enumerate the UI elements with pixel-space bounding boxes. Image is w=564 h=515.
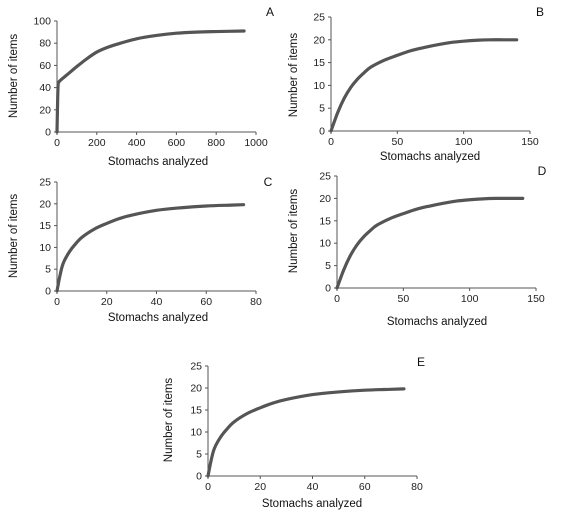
y-axis-title: Number of items <box>8 194 20 279</box>
x-tick-label: 0 <box>54 296 60 308</box>
x-tick-label: 20 <box>254 481 266 493</box>
panel-c: 0 5 10 15 20 25 0 20 40 60 80 Stomachs analyzed Numb… <box>8 175 273 324</box>
x-axis-title: Stomachs analyzed <box>108 156 208 168</box>
y-tick-label: 20 <box>39 104 51 116</box>
y-tick-label: 40 <box>39 82 51 94</box>
panel-b: 0 5 10 15 20 25 0 50 100 150 Stomachs analyzed Numb… <box>288 5 544 163</box>
panel-letter: A <box>266 5 274 19</box>
x-tick-label: 80 <box>411 481 423 493</box>
panel-letter: E <box>417 355 425 369</box>
accumulation-curve <box>335 196 525 290</box>
x-tick-label: 60 <box>359 481 371 493</box>
y-tick-label: 25 <box>319 171 331 183</box>
x-tick-label: 100 <box>461 293 479 305</box>
x-tick-label: 50 <box>397 293 409 305</box>
y-tick-label: 20 <box>313 34 325 46</box>
y-tick-label: 25 <box>39 177 51 189</box>
x-tick-label: 60 <box>200 296 212 308</box>
accumulation-curve <box>55 203 246 293</box>
x-tick-label: 40 <box>307 481 319 493</box>
y-tick-label: 15 <box>190 405 202 417</box>
y-tick-label: 15 <box>319 215 331 227</box>
y-tick-label: 10 <box>39 242 51 254</box>
y-tick-label: 5 <box>325 260 331 272</box>
y-tick-label: 5 <box>196 449 202 461</box>
x-axis-title: Stomachs analyzed <box>108 312 208 324</box>
x-axis-title: Stomachs analyzed <box>262 498 362 510</box>
y-tick-label: 5 <box>319 103 325 115</box>
x-tick-label: 80 <box>250 296 262 308</box>
x-tick-label: 50 <box>391 136 403 148</box>
x-axis-title: Stomachs analyzed <box>380 151 480 163</box>
x-tick-label: 600 <box>168 137 186 149</box>
y-tick-label: 0 <box>319 126 325 138</box>
y-tick-label: 0 <box>196 471 202 483</box>
panel-letter: D <box>538 164 547 178</box>
y-tick-label: 0 <box>45 127 51 139</box>
x-tick-label: 20 <box>101 296 113 308</box>
y-tick-label: 0 <box>325 283 331 295</box>
y-tick-label: 25 <box>190 361 202 373</box>
y-tick-label: 100 <box>33 16 51 28</box>
y-tick-label: 20 <box>190 383 202 395</box>
x-tick-label: 150 <box>521 136 539 148</box>
accumulation-curve <box>55 29 246 134</box>
y-tick-label: 25 <box>313 12 325 24</box>
x-tick-label: 0 <box>54 137 60 149</box>
y-tick-label: 10 <box>319 238 331 250</box>
x-tick-label: 400 <box>128 137 146 149</box>
y-axis-title: Number of items <box>163 378 175 463</box>
y-tick-label: 0 <box>45 286 51 298</box>
y-axis-title: Number of items <box>288 189 300 274</box>
x-tick-label: 0 <box>328 136 334 148</box>
x-tick-label: 800 <box>207 137 225 149</box>
y-axis-title: Number of items <box>8 34 20 119</box>
panel-letter: B <box>536 5 544 19</box>
panel-letter: C <box>264 175 273 189</box>
y-tick-label: 5 <box>45 264 51 276</box>
y-tick-label: 10 <box>190 427 202 439</box>
y-tick-label: 20 <box>39 198 51 210</box>
x-tick-label: 150 <box>527 293 545 305</box>
panel-e: 0 5 10 15 20 25 0 20 40 60 80 Stomachs analyzed Numb… <box>163 355 425 510</box>
y-tick-label: 15 <box>313 57 325 69</box>
x-tick-label: 0 <box>334 293 340 305</box>
x-tick-label: 40 <box>151 296 163 308</box>
accumulation-curve <box>206 387 406 478</box>
x-tick-label: 200 <box>88 137 106 149</box>
y-tick-label: 80 <box>39 38 51 50</box>
y-tick-label: 10 <box>313 80 325 92</box>
y-axis-title: Number of items <box>288 33 300 118</box>
y-tick-label: 15 <box>39 220 51 232</box>
x-tick-label: 0 <box>205 481 211 493</box>
y-tick-label: 20 <box>319 193 331 205</box>
x-tick-label: 100 <box>455 136 473 148</box>
accumulation-curve <box>329 38 519 133</box>
panel-d: 0 5 10 15 20 25 0 50 100 150 Stomachs analyzed Numb… <box>288 164 547 328</box>
y-tick-label: 60 <box>39 60 51 72</box>
x-axis-title: Stomachs analyzed <box>387 316 487 328</box>
x-tick-label: 1000 <box>244 137 268 149</box>
